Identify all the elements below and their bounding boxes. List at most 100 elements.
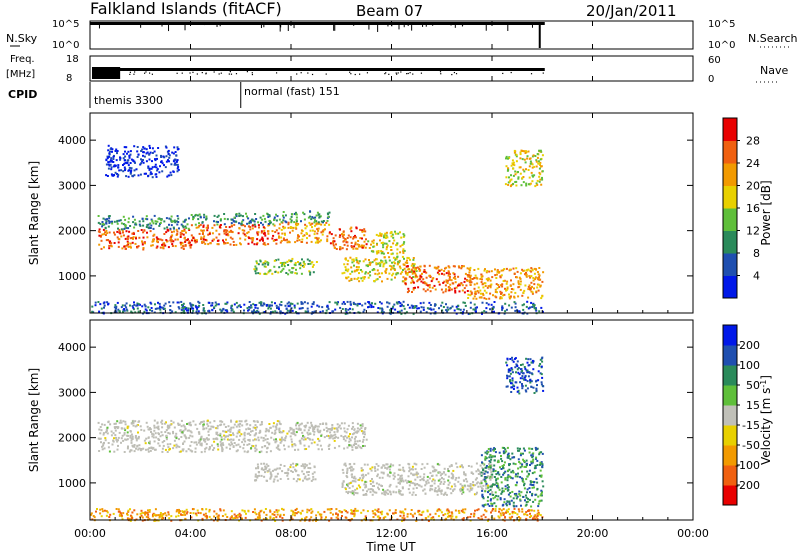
echo-cell [246, 215, 248, 218]
echo-cell [169, 305, 172, 307]
echo-cell [281, 470, 284, 473]
echo-cell [367, 272, 370, 275]
echo-cell [177, 424, 180, 426]
echo-cell [144, 242, 146, 245]
echo-cell [530, 301, 533, 304]
echo-cell [184, 428, 187, 431]
echo-cell [528, 275, 531, 278]
echo-cell [507, 486, 510, 489]
echo-cell [98, 234, 101, 237]
echo-cell [126, 159, 129, 162]
echo-cell [251, 237, 254, 239]
echo-cell [523, 269, 526, 272]
echo-cell [349, 300, 352, 303]
echo-cell [525, 305, 528, 308]
echo-cell [264, 262, 267, 265]
echo-cell [219, 432, 222, 435]
echo-cell [129, 237, 132, 240]
echo-cell [475, 470, 478, 473]
echo-cell [403, 517, 406, 520]
echo-cell [455, 305, 458, 308]
echo-cell [125, 146, 128, 149]
echo-cell [149, 309, 151, 312]
echo-cell [138, 420, 141, 423]
echo-cell [524, 494, 527, 497]
echo-cell [296, 474, 299, 477]
echo-cell [299, 428, 302, 431]
echo-cell [207, 233, 210, 236]
echo-cell [357, 302, 360, 305]
colorbar-tick-label: 16 [746, 202, 760, 215]
nave-point [218, 73, 220, 75]
echo-cell [158, 302, 161, 305]
echo-cell [482, 292, 484, 295]
echo-cell [521, 370, 524, 372]
echo-cell [252, 420, 255, 423]
echo-cell [402, 242, 405, 245]
echo-cell [528, 487, 531, 490]
echo-cell [303, 436, 306, 439]
echo-cell [105, 230, 108, 232]
echo-cell [343, 422, 346, 425]
echo-cell [351, 446, 354, 449]
echo-cell [260, 230, 263, 233]
nave-point [196, 73, 198, 75]
echo-cell [436, 271, 439, 274]
echo-cell [540, 183, 543, 186]
echo-cell [523, 484, 525, 487]
echo-cell [329, 435, 331, 438]
echo-cell [344, 257, 347, 260]
echo-cell [310, 218, 313, 221]
echo-cell [315, 261, 318, 263]
echo-cell [180, 308, 183, 311]
echo-cell [356, 487, 359, 490]
echo-cell [120, 222, 123, 225]
echo-cell [268, 222, 271, 225]
echo-cell [518, 373, 521, 376]
echo-cell [536, 464, 539, 466]
echo-cell [469, 487, 472, 490]
echo-cell [264, 272, 267, 275]
echo-cell [191, 450, 194, 453]
echo-cell [217, 221, 219, 223]
echo-cell [189, 303, 192, 306]
echo-cell [338, 424, 341, 427]
echo-cell [371, 466, 374, 469]
cpid-row: CPID themis 3300 normal (fast) 151 [8, 82, 340, 108]
echo-cell [522, 269, 525, 272]
echo-cell [394, 509, 397, 512]
echo-cell [156, 307, 159, 310]
echo-cell [505, 289, 508, 291]
echo-cell [302, 473, 305, 475]
echo-cell [232, 517, 235, 520]
echo-cell [408, 306, 411, 309]
echo-cell [147, 448, 150, 451]
echo-cell [213, 238, 215, 241]
echo-cell [521, 385, 524, 388]
echo-cell [492, 468, 495, 471]
echo-cell [366, 510, 369, 513]
echo-cell [391, 233, 394, 236]
echo-cell [195, 514, 198, 517]
echo-cell [360, 474, 363, 477]
echo-cell [386, 474, 389, 477]
echo-cell [274, 431, 277, 434]
echo-cell [464, 277, 467, 280]
echo-cell [366, 463, 369, 466]
echo-cell [407, 488, 410, 491]
echo-cell [420, 514, 423, 516]
echo-cell [486, 279, 489, 282]
echo-cell [409, 481, 412, 484]
echo-cell [99, 222, 102, 225]
echo-cell [141, 160, 144, 163]
echo-cell [357, 245, 360, 248]
echo-cell [504, 470, 507, 473]
echo-cell [381, 250, 384, 253]
echo-cell [357, 266, 360, 269]
echo-cell [168, 517, 171, 520]
echo-cell [393, 239, 396, 242]
echo-cell [355, 227, 358, 230]
echo-cell [512, 161, 515, 164]
echo-cell [243, 303, 246, 306]
echo-cell [529, 287, 532, 290]
